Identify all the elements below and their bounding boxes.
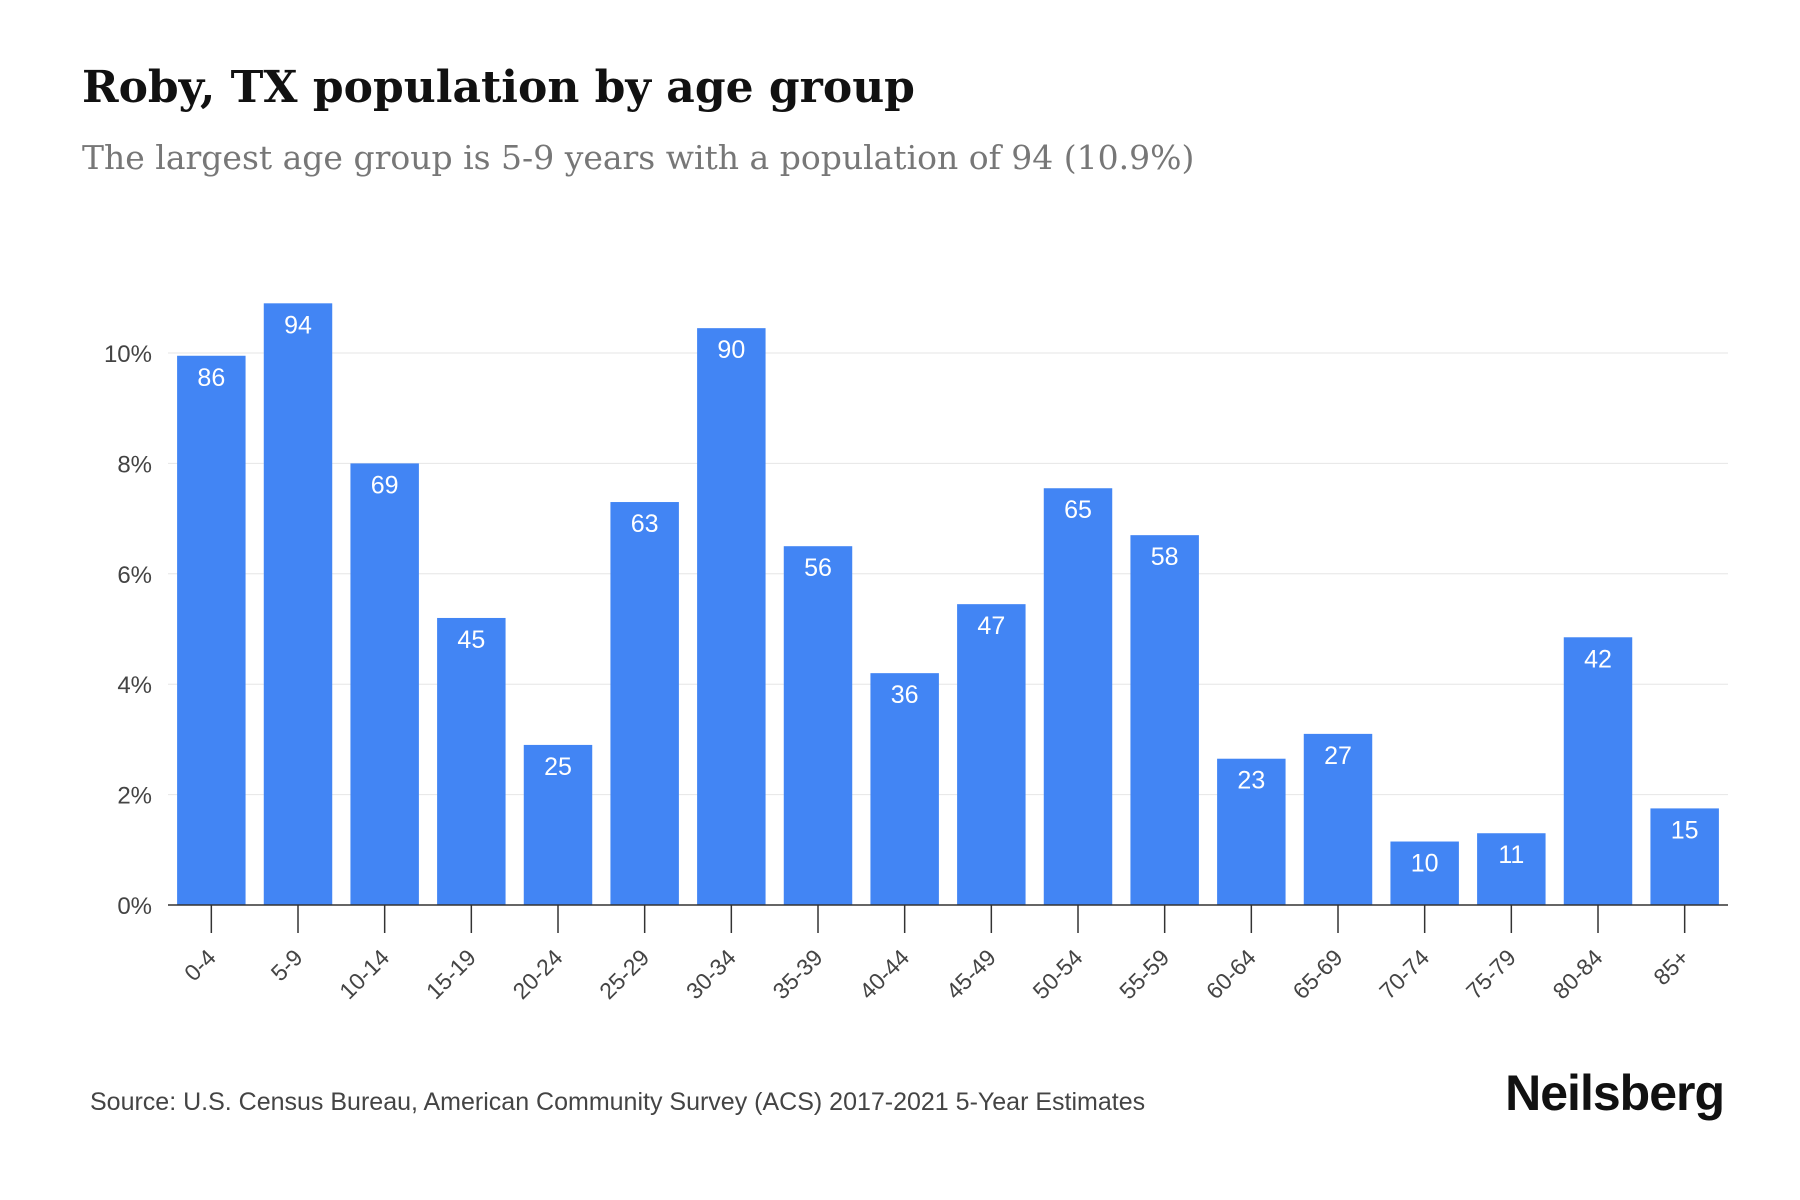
bar-value-label: 63 (631, 510, 659, 538)
bar-80-84 (1563, 637, 1633, 905)
brand-logo: Neilsberg (1505, 1065, 1725, 1121)
source-note: Source: U.S. Census Bureau, American Com… (90, 1088, 1146, 1116)
bar-25-29 (610, 502, 679, 905)
x-tick-label: 60-64 (1201, 944, 1261, 1004)
bar-35-39 (783, 546, 853, 905)
bar-30-34 (697, 328, 766, 905)
bar-20-24 (523, 744, 593, 905)
bar-value-label: 11 (1498, 841, 1524, 869)
bar-5-9 (263, 303, 333, 905)
x-tick-label: 55-59 (1114, 944, 1174, 1004)
x-tick-label: 65-69 (1288, 944, 1348, 1004)
bar-value-label: 25 (544, 753, 572, 781)
bar-75-79 (1477, 833, 1546, 905)
x-tick-label: 5-9 (266, 944, 308, 986)
x-tick-label: 45-49 (941, 944, 1001, 1004)
x-tick-label: 10-14 (334, 944, 394, 1004)
bar-10-14 (350, 463, 419, 905)
y-tick-label: 4% (117, 672, 152, 699)
gridlines (168, 352, 1728, 796)
bar-value-label: 94 (284, 311, 312, 339)
bar-value-label: 42 (1584, 645, 1612, 673)
bar-0-4 (177, 355, 246, 905)
y-axis-ticks: 0% 2% 4% 6% 8% 10% (104, 341, 152, 920)
bar-value-label: 15 (1671, 816, 1699, 844)
bar-value-label: 90 (717, 336, 745, 364)
x-tick-label: 70-74 (1374, 944, 1434, 1004)
bar-value-label: 47 (977, 612, 1005, 640)
bar-value-label: 56 (804, 554, 832, 582)
bar-value-labels: 86 94 69 45 25 63 90 56 36 47 65 58 23 27 10 11 42 15 (197, 311, 1698, 877)
bar-value-label: 69 (371, 471, 399, 499)
bar-40-44 (870, 673, 939, 905)
bar-70-74 (1390, 841, 1459, 905)
x-tick-label: 25-29 (594, 944, 654, 1004)
bar-value-label: 23 (1237, 767, 1265, 795)
x-tick-label: 40-44 (854, 944, 914, 1004)
bar-55-59 (1130, 535, 1199, 905)
bar-value-label: 10 (1411, 850, 1439, 878)
bar-value-label: 58 (1151, 543, 1179, 571)
y-tick-label: 6% (117, 562, 152, 589)
x-axis-ticks: 0-4 5-9 10-14 15-19 20-24 25-29 30-34 35-39 40-4… (179, 905, 1694, 1004)
bar-65-69 (1303, 733, 1373, 905)
bar-85+ (1650, 808, 1719, 905)
y-tick-label: 8% (117, 451, 152, 478)
x-tick-label: 80-84 (1548, 944, 1608, 1004)
bars (177, 303, 1719, 905)
bar-value-label: 36 (891, 681, 919, 709)
chart-subtitle: The largest age group is 5-9 years with … (82, 138, 1195, 177)
bar-60-64 (1217, 758, 1286, 905)
x-tick-label: 50-54 (1028, 944, 1088, 1004)
bar-45-49 (957, 604, 1026, 905)
bar-chart: 0% 2% 4% 6% 8% 10% 86 94 69 45 25 63 90 56 36 47 65 58 23… (104, 303, 1728, 1004)
bar-15-19 (437, 617, 506, 905)
y-tick-label: 10% (104, 341, 152, 368)
x-tick-label: 0-4 (179, 944, 221, 986)
bar-value-label: 86 (197, 364, 225, 392)
x-tick-label: 85+ (1648, 944, 1694, 990)
x-tick-label: 30-34 (681, 944, 741, 1004)
chart-title: Roby, TX population by age group (82, 62, 915, 113)
y-tick-label: 2% (117, 783, 152, 810)
bar-50-54 (1043, 488, 1113, 905)
bar-value-label: 27 (1324, 742, 1352, 770)
x-tick-label: 35-39 (768, 944, 828, 1004)
x-tick-label: 20-24 (508, 944, 568, 1004)
bar-value-label: 65 (1064, 496, 1092, 524)
x-tick-label: 75-79 (1461, 944, 1521, 1004)
x-tick-label: 15-19 (421, 944, 481, 1004)
bar-value-label: 45 (457, 626, 485, 654)
y-tick-label: 0% (117, 893, 152, 920)
